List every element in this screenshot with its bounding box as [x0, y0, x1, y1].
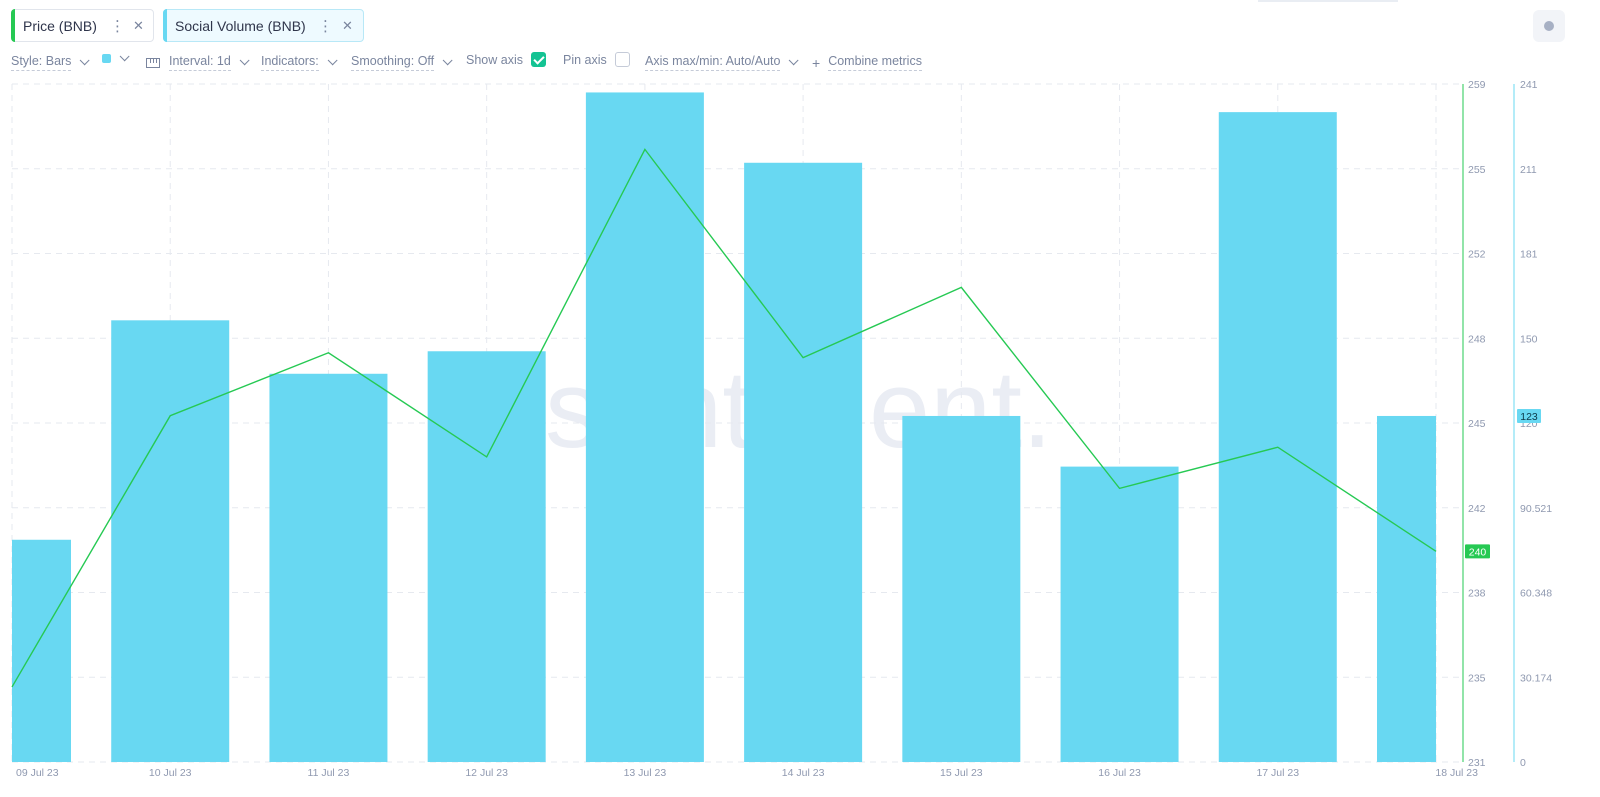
- price-tick-label: 259: [1468, 79, 1486, 91]
- volume-tick-label: 211: [1520, 164, 1537, 176]
- date-tick-label: 15 Jul 23: [940, 767, 983, 779]
- color-swatch: [102, 54, 111, 63]
- settings-toggle-button[interactable]: [1533, 10, 1565, 42]
- indicators-dropdown[interactable]: Indicators:: [261, 54, 338, 71]
- price-tick-label: 231: [1468, 757, 1486, 769]
- volume-tick-label: 90.521: [1520, 503, 1552, 515]
- price-tick-label: 248: [1468, 333, 1486, 345]
- date-tick-label: 09 Jul 23: [16, 767, 59, 779]
- volume-bar: [1060, 466, 1179, 762]
- top-decor-line: [1258, 0, 1398, 2]
- volume-tick-label: 30.174: [1520, 672, 1552, 684]
- dot-icon: [1544, 21, 1554, 31]
- volume-tick-label: 60.348: [1520, 588, 1552, 600]
- interval-dropdown[interactable]: Interval: 1d: [146, 54, 250, 71]
- tab-price[interactable]: Price (BNB) ⋮ ✕: [11, 9, 154, 42]
- close-icon[interactable]: ✕: [133, 17, 144, 33]
- volume-bar: [744, 162, 863, 762]
- tab-social-color-bar: [163, 9, 167, 42]
- price-tick-label: 245: [1468, 418, 1486, 430]
- volume-bar: [111, 320, 230, 762]
- plus-icon: +: [812, 54, 821, 71]
- date-tick-label: 11 Jul 23: [308, 767, 350, 779]
- volume-bar: [427, 351, 546, 762]
- indicators-label: Indicators:: [261, 54, 319, 71]
- tab-social-volume[interactable]: Social Volume (BNB) ⋮ ✕: [163, 9, 364, 42]
- volume-tick-label: 181: [1520, 249, 1538, 261]
- chart-toolbar: Style: Bars Interval: 1d Indicators: Smo…: [0, 51, 1600, 72]
- volume-bar: [1218, 112, 1337, 762]
- volume-bar: [585, 92, 704, 763]
- price-tick-label: 235: [1468, 672, 1486, 684]
- last-price-value: 240: [1469, 546, 1487, 558]
- price-line-path: [11, 148, 1437, 688]
- date-tick-label: 17 Jul 23: [1256, 767, 1299, 779]
- close-icon[interactable]: ✕: [342, 17, 353, 33]
- axis-maxmin-dropdown[interactable]: Axis max/min: Auto/Auto: [645, 54, 800, 71]
- pin-axis-toggle[interactable]: Pin axis: [563, 52, 630, 67]
- axis-maxmin-label: Axis max/min: Auto/Auto: [645, 54, 781, 71]
- tab-social-label: Social Volume (BNB): [175, 17, 306, 34]
- kebab-menu-icon[interactable]: ⋮: [110, 17, 125, 35]
- show-axis-checkbox[interactable]: [530, 52, 546, 67]
- show-axis-label: Show axis: [466, 52, 523, 67]
- price-tick-label: 242: [1468, 503, 1486, 515]
- volume-tick-label: 150: [1520, 333, 1538, 345]
- price-tick-label: 238: [1468, 588, 1486, 600]
- price-line: [11, 148, 1437, 688]
- date-tick-label: 18 Jul 23: [1435, 767, 1478, 779]
- smoothing-dropdown[interactable]: Smoothing: Off: [351, 54, 453, 71]
- date-tick-label: 13 Jul 23: [624, 767, 667, 779]
- style-dropdown[interactable]: Style: Bars: [11, 54, 91, 71]
- volume-bar: [12, 539, 71, 762]
- combine-metrics-button[interactable]: + Combine metrics: [812, 54, 922, 71]
- combine-metrics-label: Combine metrics: [828, 54, 922, 71]
- price-tick-label: 255: [1468, 164, 1486, 176]
- last-price-badge: [1465, 544, 1490, 559]
- color-picker[interactable]: [102, 51, 130, 63]
- volume-bars: [12, 92, 1436, 763]
- date-tick-label: 14 Jul 23: [782, 767, 825, 779]
- date-tick-label: 10 Jul 23: [149, 767, 192, 779]
- kebab-menu-icon[interactable]: ⋮: [318, 17, 333, 35]
- volume-bar: [1377, 415, 1436, 762]
- price-tick-label: 252: [1468, 249, 1486, 261]
- last-volume-badge: [1517, 408, 1541, 423]
- pin-axis-label: Pin axis: [563, 52, 607, 67]
- tab-price-label: Price (BNB): [23, 17, 97, 34]
- ruler-icon: [146, 57, 160, 68]
- interval-label: Interval: 1d: [169, 54, 231, 71]
- smoothing-label: Smoothing: Off: [351, 54, 435, 71]
- date-tick-label: 16 Jul 23: [1098, 767, 1141, 779]
- axes: 259 255 252 248 245 242 238 235 231 241 211 181 150 1…: [16, 79, 1552, 779]
- date-tick-label: 12 Jul 23: [465, 767, 508, 779]
- pin-axis-checkbox[interactable]: [614, 52, 630, 67]
- tab-price-color-bar: [11, 9, 15, 42]
- volume-bar: [269, 373, 388, 762]
- volume-tick-label: 0: [1520, 757, 1526, 769]
- last-volume-value: 123: [1520, 411, 1538, 423]
- volume-tick-label: 241: [1520, 79, 1538, 91]
- style-label: Style: Bars: [11, 54, 72, 71]
- show-axis-toggle[interactable]: Show axis: [466, 52, 546, 67]
- volume-bar: [902, 415, 1021, 762]
